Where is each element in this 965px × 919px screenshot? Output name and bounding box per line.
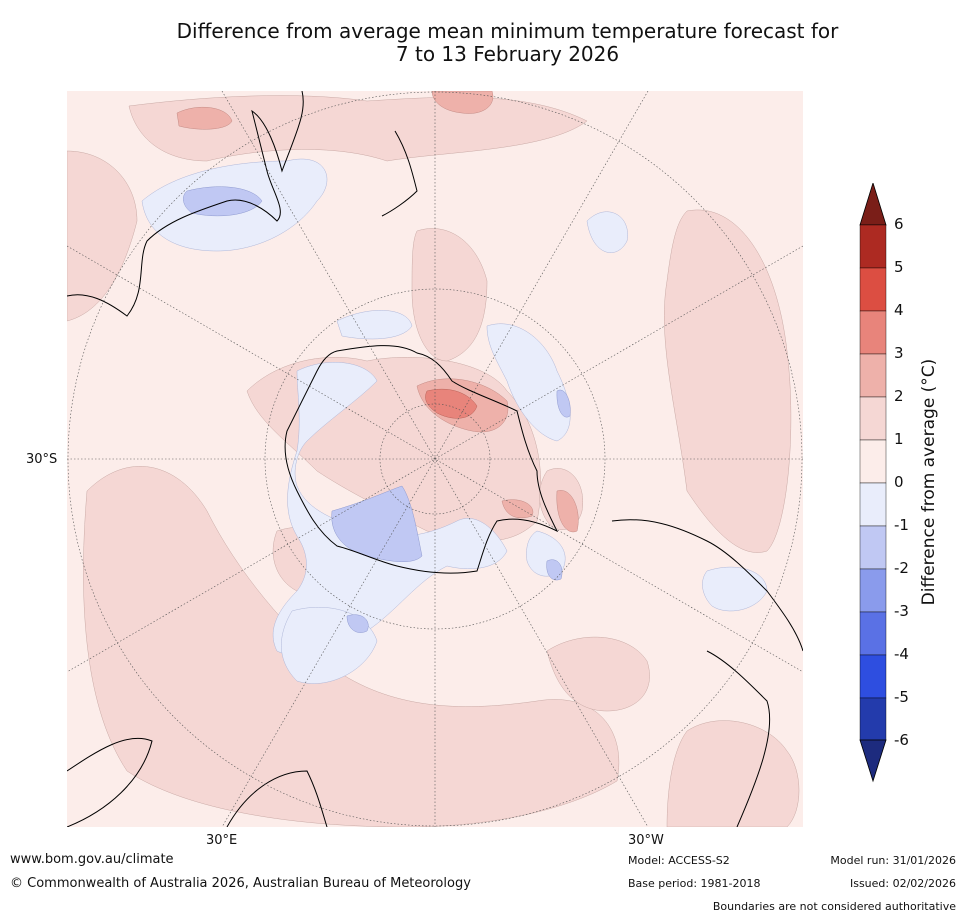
colorbar-bin (859, 396, 887, 441)
colorbar-tick-label: -4 (894, 645, 909, 663)
colorbar (859, 183, 887, 783)
south-america-coastline (611, 519, 803, 652)
colorbar-tick-label: 1 (894, 430, 904, 448)
colorbar-underflow-arrow (859, 739, 887, 783)
africa-coastline-southwest (67, 737, 153, 827)
title-line-1: Difference from average mean minimum tem… (176, 19, 839, 43)
colorbar-tick-label: 0 (894, 473, 904, 491)
footer-url[interactable]: www.bom.gov.au/climate (10, 852, 174, 867)
colorbar-tick-label: -5 (894, 688, 909, 706)
colorbar-tick-label: -1 (894, 516, 909, 534)
colorbar-tick-label: -2 (894, 559, 909, 577)
title-line-2: 7 to 13 February 2026 (395, 42, 620, 66)
colorbar-bin (859, 310, 887, 355)
footer-model: Model: ACCESS-S2 (628, 854, 730, 867)
longitude-label-30e: 30°E (206, 833, 238, 848)
australia-coastline (67, 91, 304, 317)
africa-coastline-south (226, 770, 328, 827)
colorbar-tick-label: 3 (894, 344, 904, 362)
colorbar-bin (859, 439, 887, 484)
anomaly-regions-minus2-to-minus1 (183, 186, 571, 633)
colorbar-tick-label: -3 (894, 602, 909, 620)
footer-base-period: Base period: 1981-2018 (628, 877, 761, 890)
colorbar-bin (859, 568, 887, 613)
colorbar-tick-label: 4 (894, 301, 904, 319)
colorbar-bin (859, 353, 887, 398)
latitude-circle-middle (264, 288, 606, 630)
map-svg (67, 91, 803, 827)
longitude-label-30w: 30°W (628, 833, 664, 848)
colorbar-tick-label: 6 (894, 215, 904, 233)
colorbar-tick-label: -6 (894, 731, 909, 749)
latitude-label-30s: 30°S (26, 452, 58, 467)
anomaly-regions-3-to-4 (425, 388, 478, 419)
graticule (67, 91, 803, 827)
colorbar-bin (859, 611, 887, 656)
footer-issued: Issued: 02/02/2026 (849, 877, 956, 890)
colorbar-bin (859, 224, 887, 269)
south-america-coastline-west (706, 650, 771, 827)
colorbar-tick-label: 5 (894, 258, 904, 276)
colorbar-bin (859, 267, 887, 312)
footer-disclaimer: Boundaries are not considered authoritat… (712, 900, 956, 913)
new-zealand-coastline (381, 130, 418, 217)
colorbar-title-text: Difference from average (°C) (919, 358, 939, 606)
footer-copyright: © Commonwealth of Australia 2026, Austra… (10, 876, 471, 891)
colorbar-overflow-arrow (859, 183, 887, 226)
map-title: Difference from average mean minimum tem… (0, 20, 965, 66)
colorbar-bin (859, 482, 887, 527)
colorbar-bin (859, 697, 887, 741)
colorbar-tick-label: 2 (894, 387, 904, 405)
forecast-map[interactable] (67, 91, 803, 827)
colorbar-bin (859, 654, 887, 699)
colorbar-bin (859, 525, 887, 570)
footer-model-run: Model run: 31/01/2026 (830, 854, 956, 867)
